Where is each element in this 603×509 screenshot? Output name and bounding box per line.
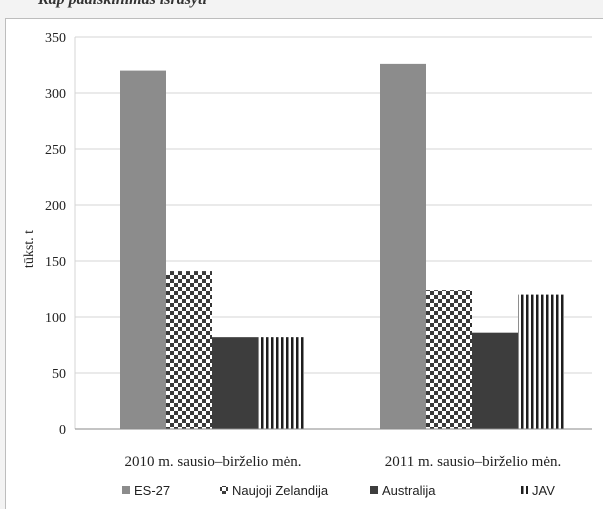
category-labels: 2010 m. sausio–birželio mėn. 2011 m. saus… bbox=[124, 454, 561, 470]
y-tick-label: 150 bbox=[45, 255, 66, 270]
y-tick-labels: 0 50 100 150 200 250 300 350 bbox=[45, 31, 66, 438]
bar-jav-1 bbox=[518, 294, 564, 429]
legend-swatch bbox=[370, 486, 378, 494]
y-tick-label: 100 bbox=[45, 311, 66, 326]
bar-es-27-0 bbox=[120, 70, 166, 429]
category-label: 2010 m. sausio–birželio mėn. bbox=[124, 454, 301, 470]
y-tick-label: 50 bbox=[52, 367, 66, 382]
bars bbox=[120, 63, 564, 429]
y-tick-label: 0 bbox=[59, 423, 66, 438]
bar-naujoji-zelandija-0 bbox=[166, 271, 212, 429]
legend: ES-27 Naujoji Zelandija Australija JAV bbox=[122, 483, 555, 498]
bar-chart: 0 50 100 150 200 250 300 350 tūkst. t 2010 m. s… bbox=[22, 31, 592, 498]
y-tick-label: 300 bbox=[45, 87, 66, 102]
legend-swatch bbox=[122, 486, 130, 494]
y-tick-label: 250 bbox=[45, 143, 66, 158]
bar-australija-1 bbox=[472, 332, 518, 429]
bar-australija-0 bbox=[212, 337, 258, 429]
y-tick-label: 200 bbox=[45, 199, 66, 214]
legend-label: Naujoji Zelandija bbox=[232, 483, 329, 498]
bar-naujoji-zelandija-1 bbox=[426, 290, 472, 429]
legend-label: ES-27 bbox=[134, 483, 170, 498]
top-caption: Kap paaiškinimas išrašyti bbox=[38, 0, 207, 9]
top-caption-clip: Kap paaiškinimas išrašyti bbox=[0, 0, 603, 20]
legend-swatch bbox=[520, 486, 528, 494]
y-axis-label: tūkst. t bbox=[22, 230, 37, 268]
chart-panel: 0 50 100 150 200 250 300 350 tūkst. t 2010 m. s… bbox=[5, 18, 603, 509]
y-tick-label: 350 bbox=[45, 31, 66, 46]
legend-label: Australija bbox=[382, 483, 436, 498]
bar-es-27-1 bbox=[380, 63, 426, 429]
legend-label: JAV bbox=[532, 483, 555, 498]
legend-swatch bbox=[220, 486, 228, 494]
bar-jav-0 bbox=[258, 337, 304, 429]
category-label: 2011 m. sausio–birželio mėn. bbox=[385, 454, 562, 470]
